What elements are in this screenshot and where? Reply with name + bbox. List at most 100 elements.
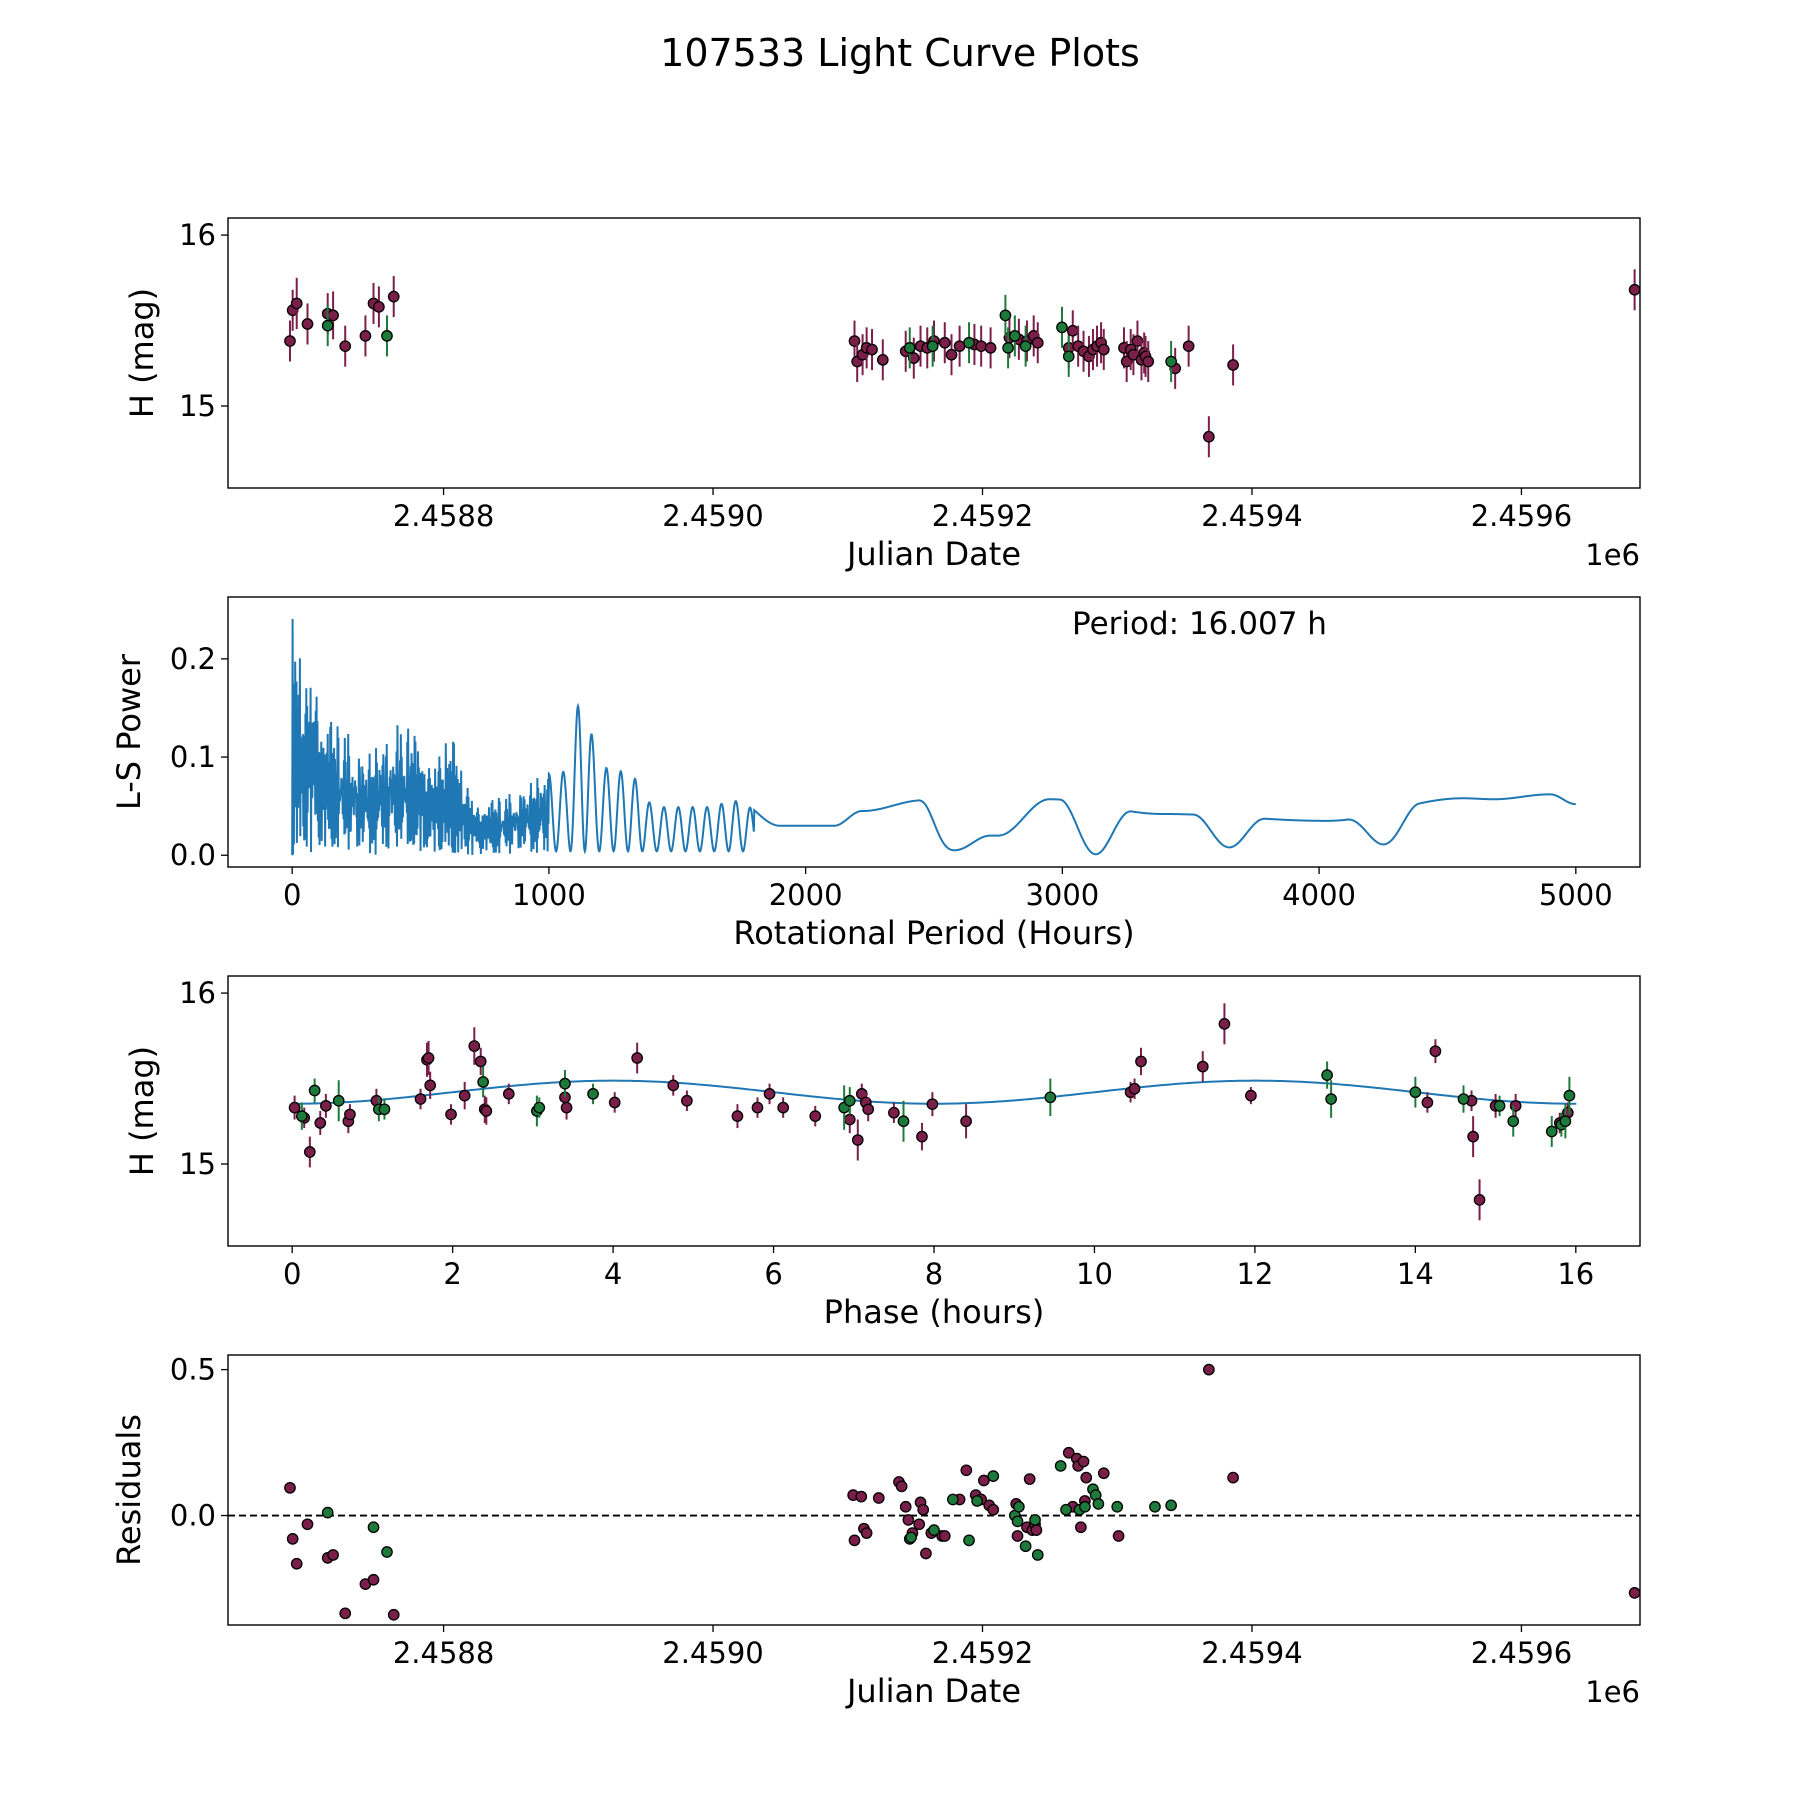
plot-area: [284, 269, 1640, 458]
data-point: [373, 301, 385, 313]
data-point: [1008, 330, 1021, 342]
data-point: [308, 1084, 321, 1097]
data-point: [902, 1514, 915, 1526]
data-point: [777, 1101, 790, 1114]
data-point: [1227, 1471, 1239, 1484]
data-point: [1135, 1055, 1147, 1068]
data-point: [468, 1040, 481, 1052]
data-point: [1545, 1125, 1558, 1138]
data-point: [1060, 1503, 1072, 1516]
y-tick-label: 0.0: [170, 838, 216, 872]
x-tick-label: 0: [283, 1257, 301, 1291]
data-point: [290, 1557, 303, 1570]
data-point: [1128, 1082, 1141, 1095]
data-point: [1509, 1100, 1522, 1112]
data-point: [1473, 1194, 1486, 1206]
data-point: [480, 1105, 493, 1117]
data-point: [1075, 1521, 1087, 1534]
data-point: [474, 1055, 487, 1068]
data-point: [320, 1100, 332, 1112]
data-point: [559, 1077, 571, 1090]
data-point: [975, 340, 988, 353]
data-point: [928, 1524, 940, 1536]
data-point: [301, 318, 314, 330]
data-point: [1011, 1530, 1024, 1542]
data-point: [477, 1076, 489, 1088]
panel-1: 2.4588 2.4590 2.4592 2.4594 2.4596 15 16 Julian…: [123, 217, 1641, 573]
panels: 2.4588 2.4590 2.4592 2.4594 2.4596 15 16 Julian…: [110, 217, 1641, 1710]
data-point: [920, 1547, 932, 1560]
data-point: [608, 1096, 621, 1109]
data-point: [344, 1108, 356, 1121]
data-point: [303, 1146, 316, 1158]
x-tick-label: 2: [443, 1257, 461, 1291]
data-point: [960, 1115, 972, 1128]
data-point: [290, 297, 303, 310]
data-point: [1062, 1446, 1075, 1459]
data-point: [286, 1533, 299, 1545]
data-point: [1030, 1524, 1043, 1536]
data-point: [1493, 1100, 1506, 1112]
data-point: [1080, 1471, 1093, 1484]
data-point: [999, 309, 1012, 322]
panel-4: 2.4588 2.4590 2.4592 2.4594 2.4596 0.0 0.5 Juli…: [110, 1353, 1641, 1710]
x-tick-label: 14: [1397, 1257, 1434, 1291]
data-point: [987, 1503, 1000, 1516]
data-point: [1467, 1130, 1479, 1143]
data-point: [1054, 1460, 1067, 1472]
data-point: [424, 1079, 437, 1092]
y-axis-label: Residuals: [110, 1414, 148, 1566]
data-point: [978, 1474, 990, 1487]
data-point: [1559, 1115, 1572, 1128]
x-axis-label: Julian Date: [845, 535, 1021, 573]
data-point: [1429, 1045, 1442, 1058]
plot-area: [288, 1003, 1577, 1221]
y-tick-label: 0.0: [170, 1499, 216, 1533]
data-point: [1321, 1069, 1333, 1081]
data-point: [809, 1110, 822, 1122]
x-axis-label: Julian Date: [845, 1672, 1021, 1710]
panel-2: 0 1000 2000 3000 4000 5000 0.0 0.1 0.2 Rotational…: [110, 596, 1641, 952]
data-point: [1182, 340, 1195, 353]
data-point: [1457, 1093, 1470, 1105]
data-point: [1031, 336, 1044, 349]
x-tick-label: 12: [1236, 1257, 1273, 1291]
data-point: [897, 1115, 910, 1128]
data-point: [1196, 1060, 1209, 1073]
data-point: [1203, 1363, 1215, 1376]
data-point: [1002, 342, 1014, 354]
figure-title: 107533 Light Curve Plots: [660, 31, 1140, 75]
data-point: [872, 1492, 885, 1504]
x-tick-label: 10: [1076, 1257, 1113, 1291]
data-point: [1023, 1473, 1036, 1485]
x-tick-label: 3000: [1025, 878, 1099, 912]
data-point: [381, 1546, 393, 1558]
data-point: [1077, 1455, 1090, 1468]
data-point: [1092, 1498, 1105, 1510]
data-point: [1507, 1115, 1520, 1128]
y-tick-label: 15: [179, 389, 216, 423]
y-axis-label: H (mag): [123, 1046, 161, 1176]
x-offset-label: 1e6: [1585, 1675, 1640, 1709]
y-tick-label: 16: [179, 976, 216, 1010]
data-point: [1409, 1086, 1422, 1099]
data-point: [851, 1134, 864, 1146]
data-point: [1062, 350, 1075, 363]
x-tick-label: 16: [1557, 1257, 1594, 1291]
data-point: [321, 319, 334, 332]
data-point: [458, 1089, 471, 1102]
data-point: [1149, 1500, 1161, 1513]
data-point: [1031, 1549, 1044, 1561]
x-tick-label: 2.4588: [393, 499, 494, 533]
data-point: [1097, 1467, 1110, 1480]
data-point: [876, 353, 889, 366]
data-point: [848, 1534, 861, 1547]
axes-frame: [227, 596, 1641, 868]
y-tick-label: 0.2: [170, 642, 216, 676]
data-point: [763, 1088, 776, 1100]
data-point: [387, 290, 400, 303]
data-point: [288, 1101, 301, 1114]
plot-area: [291, 618, 1576, 856]
